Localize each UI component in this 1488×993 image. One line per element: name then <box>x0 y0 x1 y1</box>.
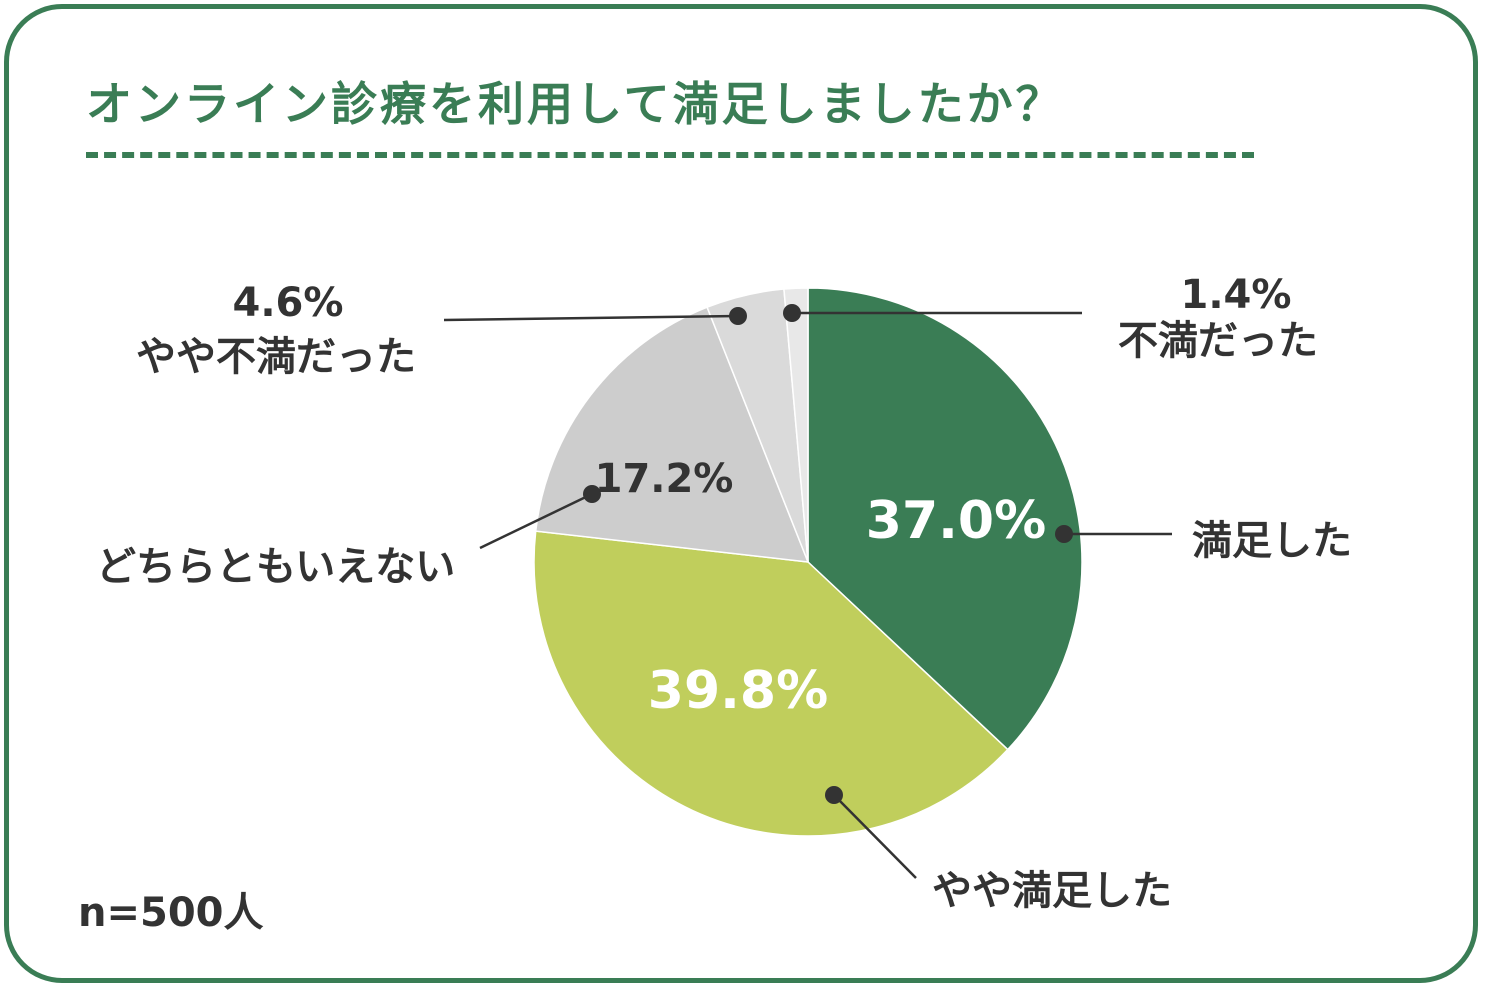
slice-2-wedge <box>533 530 1009 837</box>
slice-3-category-label: どちらともいえない <box>96 544 455 590</box>
slice-1-value-label: 37.0% <box>866 491 1046 551</box>
sample-size-note: n=500人 <box>78 890 264 936</box>
slice-3-callout-line <box>479 492 593 550</box>
slice-2-value-label: 39.8% <box>648 661 828 721</box>
slice-2-callout-line <box>833 794 917 879</box>
slice-5-wedge <box>783 287 809 563</box>
slice-1-callout-dot <box>1055 525 1073 543</box>
slice-5-value-label: 1.4% <box>1181 272 1292 318</box>
slice-4-callout-line <box>443 314 739 322</box>
card-frame <box>4 4 1478 983</box>
slice-4-callout-dot <box>729 307 747 325</box>
chart-title: オンライン診療を利用して満足しましたか？ <box>86 77 1065 131</box>
slice-1-wedge <box>807 287 1083 751</box>
slice-5-callout-dot <box>783 304 801 322</box>
slice-2-callout-dot <box>825 786 843 804</box>
slice-1-category-label: 満足した <box>1192 518 1352 564</box>
slice-2-category-label: やや満足した <box>932 868 1172 914</box>
slice-5-category-label: 不満だった <box>1118 318 1318 364</box>
slice-4-value-label: 4.6% <box>233 280 344 326</box>
slice-3-wedge <box>534 306 810 563</box>
slice-3-callout-dot <box>583 485 601 503</box>
title-divider <box>86 152 1254 158</box>
slice-4-category-label: やや不満だった <box>136 334 416 380</box>
slice-3-value-label: 17.2% <box>595 456 734 502</box>
